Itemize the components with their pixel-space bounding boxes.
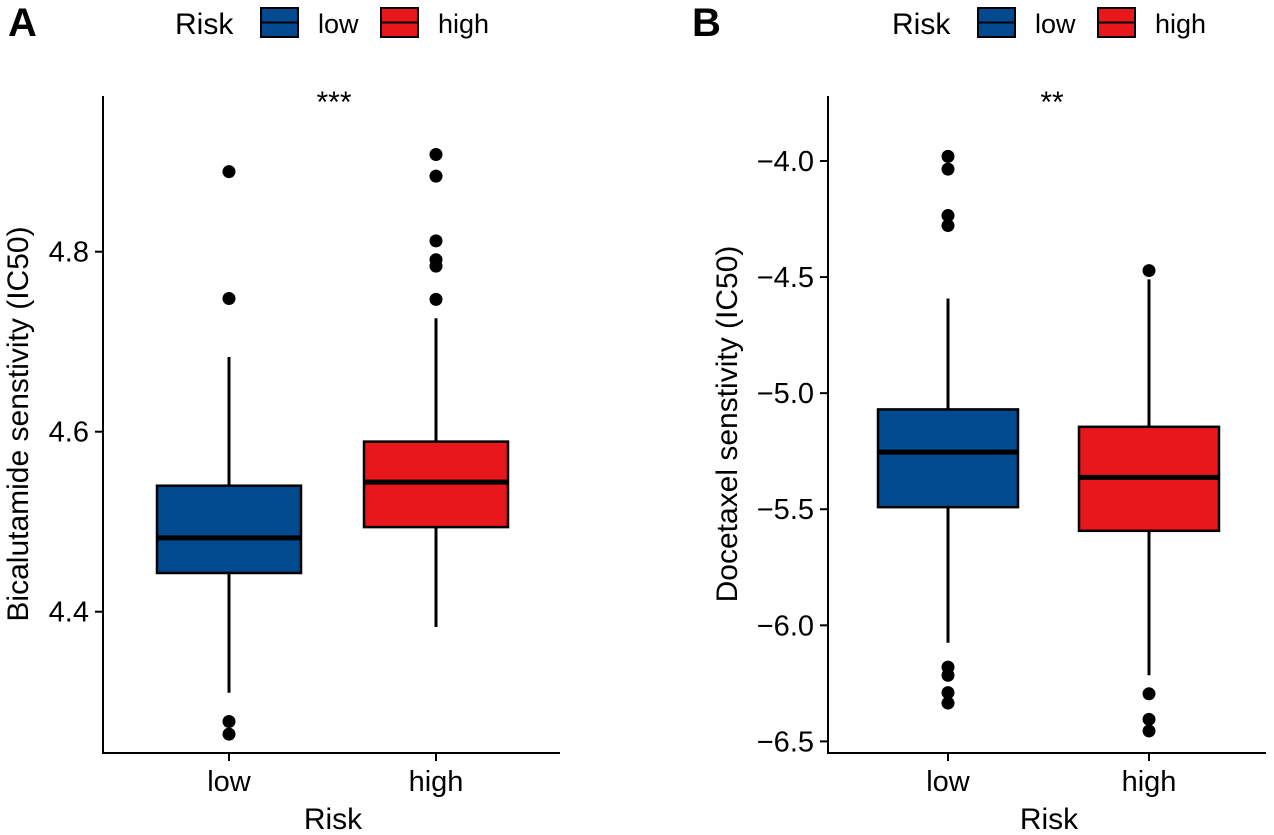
panel-b-box-low-outlier-point — [941, 162, 955, 176]
panel-a-box-high-outlier-point — [429, 234, 443, 248]
panel-a-significance: *** — [316, 86, 351, 119]
panel-b-box-low-outlier-point — [941, 219, 955, 233]
panel-a-legend-label-low: low — [318, 9, 359, 39]
panel-b-y-tick-label: −5.5 — [757, 494, 814, 526]
panel-b-box-high-outlier-point — [1142, 687, 1156, 701]
panel-b-box-low-outlier-point — [941, 149, 955, 163]
panel-b-box-high-outlier-point — [1142, 712, 1156, 726]
panel-b-box-high-outlier-point — [1142, 724, 1156, 738]
panel-a-box-low-outlier-point — [222, 727, 236, 741]
panel-b-y-tick-label: −4.5 — [757, 262, 814, 294]
panel-b-plot-area: −6.5 −6.0 −5.5 −5.0 −4.5 −4.0 — [757, 146, 1221, 761]
panel-b-y-tick-label: −5.0 — [757, 378, 814, 410]
panel-b-legend-title: Risk — [892, 8, 951, 41]
panel-a-y-tick-label: 4.8 — [49, 237, 89, 269]
panel-b-significance: ** — [1040, 86, 1064, 119]
panel-a-x-axis-title: Risk — [304, 803, 363, 835]
panel-b-box-high-outlier-point — [1142, 264, 1156, 278]
panel-a-box-low-outlier-point — [222, 165, 236, 179]
panel-b-box-low-outlier-point — [941, 696, 955, 710]
panel-a-box-low-outlier-point — [222, 715, 236, 728]
panel-b-letter: B — [692, 1, 721, 45]
panel-b-y-tick-label: −4.0 — [757, 146, 814, 178]
panel-b-legend-label-low: low — [1035, 9, 1076, 39]
panel-a-letter: A — [8, 1, 37, 45]
panel-b-y-tick-label: −6.0 — [757, 610, 814, 642]
panel-a-box-low-outlier-point — [222, 292, 236, 305]
panel-a-legend-title: Risk — [175, 8, 234, 41]
panel-b-x-axis-title: Risk — [1020, 803, 1079, 835]
panel-a: A Risk low high 4.4 4.6 4.8 low high Risk … — [2, 1, 560, 835]
panel-a-x-tick-label-low: low — [207, 766, 252, 798]
panel-b-x-tick-label-high: high — [1122, 766, 1177, 798]
panel-a-box-high-outlier-point — [429, 259, 443, 273]
panel-b-x-tick-label-low: low — [926, 766, 971, 798]
panel-b-y-tick-label: −6.5 — [757, 726, 814, 758]
panel-a-box-low — [155, 484, 303, 575]
panel-a-box-high-outlier-point — [429, 148, 443, 161]
panel-b: B Risk low high −6.5 −6.0 −5.5 −5.0 −4.5 −4.0… — [692, 1, 1266, 835]
panel-a-box-high-outlier-point — [429, 169, 443, 183]
panel-b-box-low-outlier-point — [941, 686, 955, 700]
panel-b-legend: Risk low high — [892, 7, 1206, 41]
panel-a-legend: Risk low high — [175, 7, 489, 41]
panel-b-box-low — [876, 408, 1020, 509]
panel-a-y-tick-label: 4.6 — [49, 417, 89, 449]
panel-b-box-low-outlier-point — [941, 209, 955, 223]
panel-a-box-high-outlier-point — [429, 292, 443, 306]
panel-a-legend-label-high: high — [438, 9, 489, 39]
panel-a-y-axis-title: Bicalutamide senstivity (IC50) — [2, 226, 35, 621]
panel-a-y-tick-label: 4.4 — [49, 597, 89, 629]
panel-b-box-low-outlier-point — [941, 668, 955, 682]
panel-b-legend-label-high: high — [1155, 9, 1206, 39]
panel-a-x-tick-label-high: high — [409, 766, 464, 798]
panel-a-plot-area: 4.4 4.6 4.8 — [49, 148, 510, 761]
panel-b-y-axis-title: Docetaxel senstivity (IC50) — [711, 246, 744, 603]
